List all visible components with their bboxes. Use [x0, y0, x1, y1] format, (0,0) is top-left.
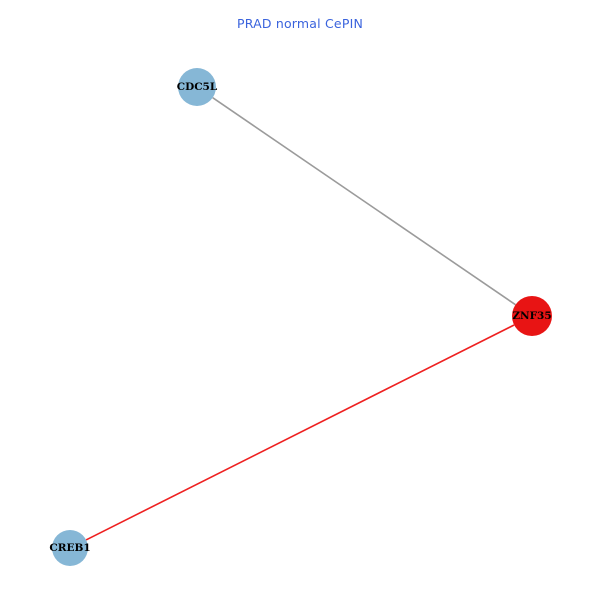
edge-layer [85, 97, 516, 541]
node-creb1[interactable] [52, 530, 88, 566]
page-title: PRAD normal CePIN [236, 16, 364, 31]
node-cdc5l[interactable] [178, 68, 216, 106]
node-layer [52, 68, 552, 566]
node-znf35[interactable] [512, 296, 552, 336]
edge-creb1-znf35[interactable] [85, 324, 515, 541]
edge-cdc5l-znf35[interactable] [212, 97, 516, 306]
